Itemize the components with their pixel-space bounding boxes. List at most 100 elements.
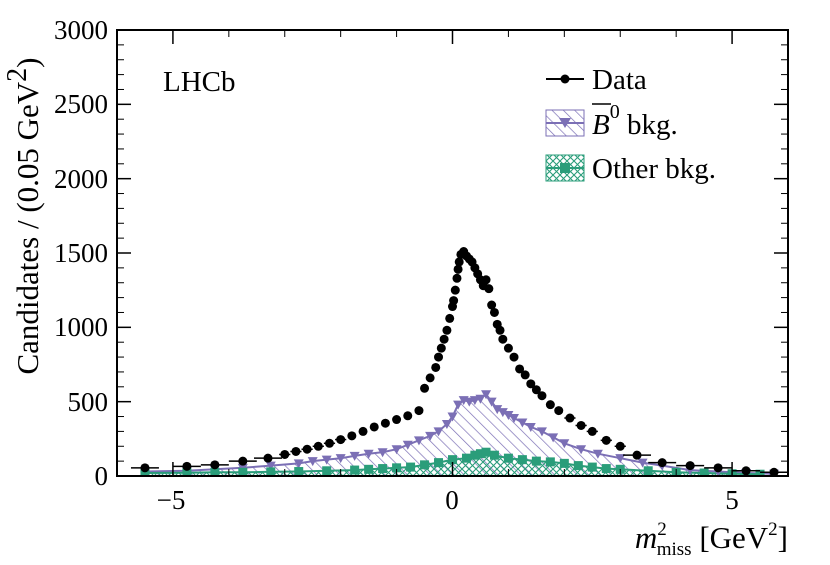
legend-data-label: Data	[592, 64, 647, 96]
data-point	[182, 461, 192, 471]
axis-ticks	[116, 29, 789, 477]
x-tick-labels: −5 0 5	[157, 485, 739, 515]
data-point	[291, 446, 301, 456]
data-point	[685, 461, 695, 471]
data-point	[554, 406, 564, 416]
b0-bkg-point	[335, 454, 346, 464]
other-bkg-point	[517, 455, 527, 465]
data-point	[741, 466, 751, 476]
y-axis-title: Candidates / (0.05 GeV2)	[2, 57, 45, 374]
b0-bkg-point	[321, 455, 332, 465]
other-bkg-point	[481, 447, 491, 457]
x-tick-label: −5	[157, 485, 186, 515]
data-point	[769, 467, 779, 476]
b0-bkg-point	[475, 394, 486, 404]
legend-data-marker	[560, 74, 570, 84]
data-point	[657, 458, 667, 468]
legend-other-label: Other bkg.	[592, 153, 716, 185]
b0-bkg-point	[497, 408, 508, 418]
data-point	[487, 300, 497, 310]
lhcb-label: LHCb	[163, 66, 236, 98]
y-tick-label: 1000	[54, 312, 108, 342]
b0-bkg-point	[464, 397, 475, 407]
b0-bkg-point	[377, 448, 388, 458]
data-point	[615, 441, 625, 451]
b0-bkg-point	[637, 458, 648, 468]
data-point	[632, 450, 642, 460]
data-point	[601, 435, 611, 445]
data-point	[347, 431, 357, 441]
other-bkg-point	[266, 467, 276, 476]
b0-bkg-point	[433, 427, 444, 437]
data-point	[452, 273, 462, 283]
other-bkg-point	[378, 464, 388, 474]
y-tick-label: 0	[95, 461, 109, 491]
other-bkg-point	[470, 450, 480, 460]
data-point	[576, 420, 586, 430]
other-bkg-point	[601, 464, 611, 474]
data-point	[263, 453, 273, 463]
other-bkg-point	[392, 463, 402, 473]
b0-bkg-point	[615, 454, 626, 464]
data-point	[436, 343, 446, 353]
data-point	[498, 334, 508, 344]
data-point	[481, 275, 491, 285]
legend-other-marker	[560, 163, 570, 173]
data-point	[280, 449, 290, 459]
y-tick-label: 2500	[54, 89, 108, 119]
other-bkg-point	[294, 467, 304, 476]
b0-bkg-point	[503, 411, 514, 421]
b0-bkg-point	[391, 445, 402, 455]
data-point	[380, 418, 390, 428]
b0-bkg-point	[402, 440, 413, 450]
legend-b0-label: B0 bkg.	[592, 101, 678, 141]
other-bkg-point	[406, 462, 416, 472]
data-point	[526, 379, 536, 389]
b0-bkg-point	[447, 412, 458, 422]
other-bkg-point	[699, 468, 709, 476]
y-tick-label: 2000	[54, 164, 108, 194]
b0-bkg-point	[349, 451, 360, 461]
other-bkg-point	[322, 466, 332, 476]
b0-bkg-point	[293, 459, 304, 469]
b0-bkg-point	[576, 445, 587, 455]
data-point	[515, 364, 525, 374]
y-tick-labels: 0 500 1000 1500 2000 2500 3000	[54, 15, 108, 491]
data-point	[302, 444, 312, 454]
other-bkg-point	[448, 455, 457, 465]
data-point	[545, 400, 555, 410]
x-tick-label: 5	[725, 485, 739, 515]
background-components	[139, 390, 780, 476]
b0-bkg-point	[425, 431, 436, 441]
other-bkg-point	[503, 453, 513, 463]
data-point	[450, 285, 460, 295]
b0-bkg-point	[559, 439, 570, 449]
data-point	[431, 362, 441, 372]
data-point	[369, 422, 379, 432]
data-point	[453, 264, 463, 274]
data-point	[509, 352, 519, 362]
b0-bkg-point	[592, 449, 603, 459]
other-bkg-point	[461, 453, 471, 463]
data-point	[449, 296, 459, 306]
other-bkg-point	[573, 461, 583, 471]
b0-bkg-point	[307, 457, 318, 467]
y-tick-label: 3000	[54, 15, 108, 45]
data-point	[420, 383, 430, 393]
data-point	[454, 257, 464, 267]
x-tick-label: 0	[445, 485, 459, 515]
other-bkg-point	[545, 457, 555, 467]
data-point	[140, 463, 150, 473]
other-bkg-point	[489, 450, 499, 460]
data-point	[210, 460, 220, 470]
b0-bkg-point	[453, 400, 464, 410]
other-bkg-point	[643, 466, 653, 476]
other-bkg-point	[182, 468, 192, 476]
data-point	[313, 441, 323, 451]
b0-bkg-area	[145, 394, 774, 476]
data-point	[565, 413, 575, 423]
b0-bkg-point	[469, 396, 480, 406]
b0-bkg-point	[509, 414, 520, 424]
data-series	[130, 247, 788, 476]
